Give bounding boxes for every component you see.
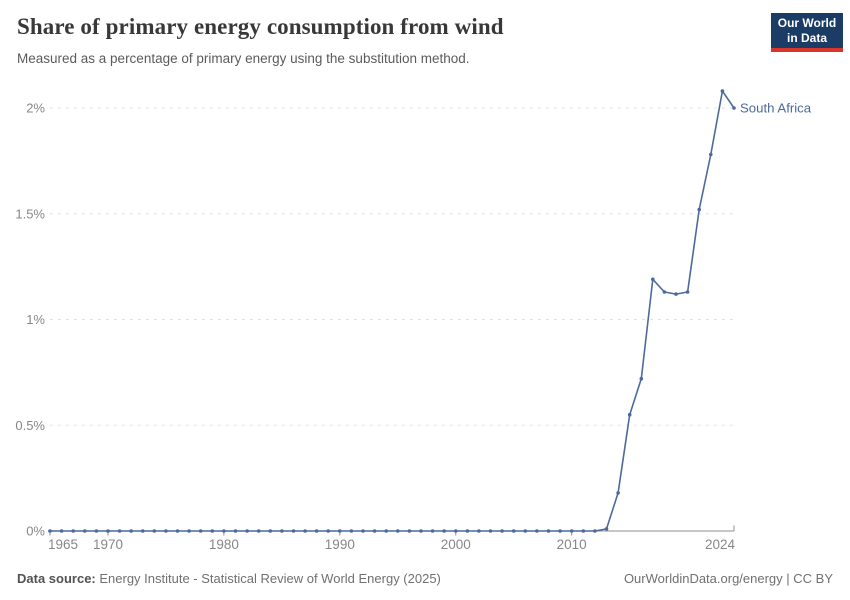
data-point (233, 529, 238, 533)
chart-subtitle: Measured as a percentage of primary ener… (17, 51, 470, 66)
data-source-label: Data source: (17, 571, 96, 586)
data-point (511, 529, 516, 533)
data-point (361, 529, 365, 533)
data-point (709, 152, 713, 157)
data-point (662, 290, 667, 294)
data-point (152, 529, 157, 533)
data-point (106, 529, 110, 533)
x-tick-label: 1980 (209, 537, 239, 552)
chart-title: Share of primary energy consumption from… (17, 14, 504, 39)
data-point (71, 529, 75, 533)
data-point (477, 529, 481, 533)
data-point (291, 529, 296, 533)
data-point (210, 529, 215, 533)
owid-logo: Our World in Data (771, 13, 843, 52)
data-point (558, 529, 562, 533)
data-point (430, 529, 435, 533)
data-point (187, 529, 191, 533)
y-tick-label: 2% (26, 101, 45, 116)
x-tick-label: 1970 (93, 537, 123, 552)
data-point (117, 529, 122, 533)
data-point (674, 292, 678, 296)
data-point (569, 529, 574, 533)
data-point (140, 529, 145, 533)
data-point (384, 529, 389, 533)
data-point (488, 529, 493, 533)
data-point (454, 529, 458, 533)
data-point (523, 529, 528, 533)
data-point (198, 529, 203, 533)
x-tick-label: 1990 (325, 537, 355, 552)
x-tick-label: 2010 (557, 537, 587, 552)
credit-text: OurWorldinData.org/energy | CC BY (623, 571, 833, 586)
data-point (94, 529, 99, 533)
data-point (593, 529, 597, 533)
data-point (349, 529, 354, 533)
data-point (245, 529, 249, 533)
data-point (48, 529, 52, 533)
y-tick-label: 0.5% (15, 418, 45, 433)
data-point (616, 491, 620, 495)
data-point (697, 207, 701, 212)
data-point (627, 412, 632, 417)
data-point (303, 529, 307, 533)
data-point (268, 529, 273, 533)
data-point (59, 529, 64, 533)
x-tick-label: 2000 (441, 537, 471, 552)
data-point (651, 277, 655, 282)
data-point (685, 290, 690, 294)
data-point (314, 529, 319, 533)
data-point (396, 529, 400, 533)
y-tick-label: 0% (26, 524, 45, 539)
data-point (83, 529, 87, 533)
y-tick-label: 1% (26, 312, 45, 327)
x-tick-label: 1965 (48, 537, 78, 552)
data-point (581, 529, 586, 533)
data-point (326, 529, 331, 533)
owid-logo-line1: Our World (777, 16, 837, 30)
data-point (535, 529, 539, 533)
data-point (465, 529, 470, 533)
data-point (256, 529, 261, 533)
owid-logo-line2: in Data (786, 30, 827, 45)
data-point (129, 529, 133, 533)
data-point (732, 106, 736, 110)
data-point (407, 529, 412, 533)
data-point (280, 529, 284, 533)
data-point (639, 376, 644, 381)
series-label: South Africa (740, 101, 812, 116)
data-point (164, 529, 168, 533)
data-point (500, 529, 504, 533)
data-point (546, 529, 551, 533)
data-point (372, 529, 377, 533)
data-point (338, 529, 342, 533)
data-point (419, 529, 423, 533)
x-tick-label: 2024 (705, 537, 736, 552)
data-source: Data source: Energy Institute - Statisti… (17, 571, 441, 586)
data-point (222, 529, 226, 533)
data-point (604, 527, 609, 531)
y-tick-label: 1.5% (15, 206, 45, 221)
data-line (49, 90, 735, 532)
data-source-text: Energy Institute - Statistical Review of… (95, 571, 441, 586)
data-point (442, 529, 447, 533)
data-point (720, 89, 725, 93)
data-point (175, 529, 180, 533)
